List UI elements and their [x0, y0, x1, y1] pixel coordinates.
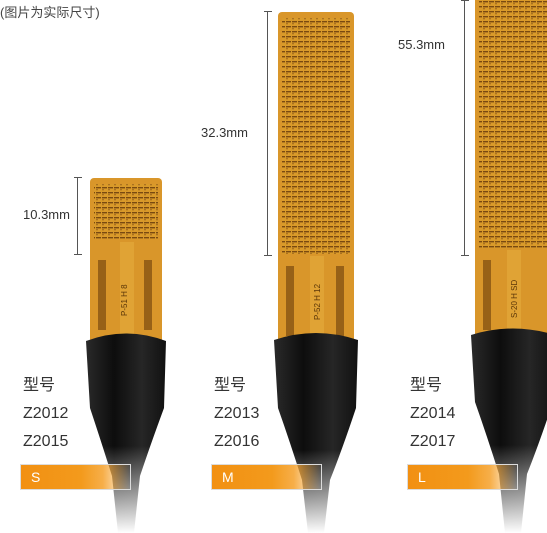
model-number: Z2013 [214, 405, 260, 422]
model-heading: 型号 [410, 377, 443, 394]
sensor-s-print: P-51 H 8 [120, 284, 129, 316]
size-badge-s: S [20, 464, 131, 490]
model-number: Z2016 [214, 433, 260, 450]
size-badge-m: M [211, 464, 322, 490]
model-block-m: 型号 Z2013 Z2016 [214, 372, 259, 456]
model-heading: 型号 [214, 377, 247, 394]
dimension-line-l [461, 0, 477, 256]
dimension-line-s [74, 177, 90, 255]
length-label-l: 55.3mm [398, 37, 445, 52]
model-number: Z2015 [23, 433, 69, 450]
sensor-m-print: P-52 H 12 [313, 283, 322, 320]
model-number: Z2014 [410, 405, 456, 422]
model-block-s: 型号 Z2012 Z2015 [23, 372, 68, 456]
size-badge-l: L [407, 464, 518, 490]
size-label: M [222, 469, 234, 485]
length-label-m: 32.3mm [201, 125, 248, 140]
model-number: Z2012 [23, 405, 69, 422]
model-number: Z2017 [410, 433, 456, 450]
caption: (图片为实际尺寸) [0, 5, 100, 20]
sensor-image-m: P-52 H 12 [268, 12, 368, 533]
sensor-l-print: S-20 H SD [510, 280, 519, 318]
model-heading: 型号 [23, 377, 56, 394]
model-block-l: 型号 Z2014 Z2017 [410, 372, 455, 456]
length-label-s: 10.3mm [23, 207, 70, 222]
dimension-line-m [264, 11, 280, 256]
sensor-image-l: S-20 H SD [465, 0, 547, 533]
size-label: L [418, 469, 426, 485]
size-label: S [31, 469, 41, 485]
